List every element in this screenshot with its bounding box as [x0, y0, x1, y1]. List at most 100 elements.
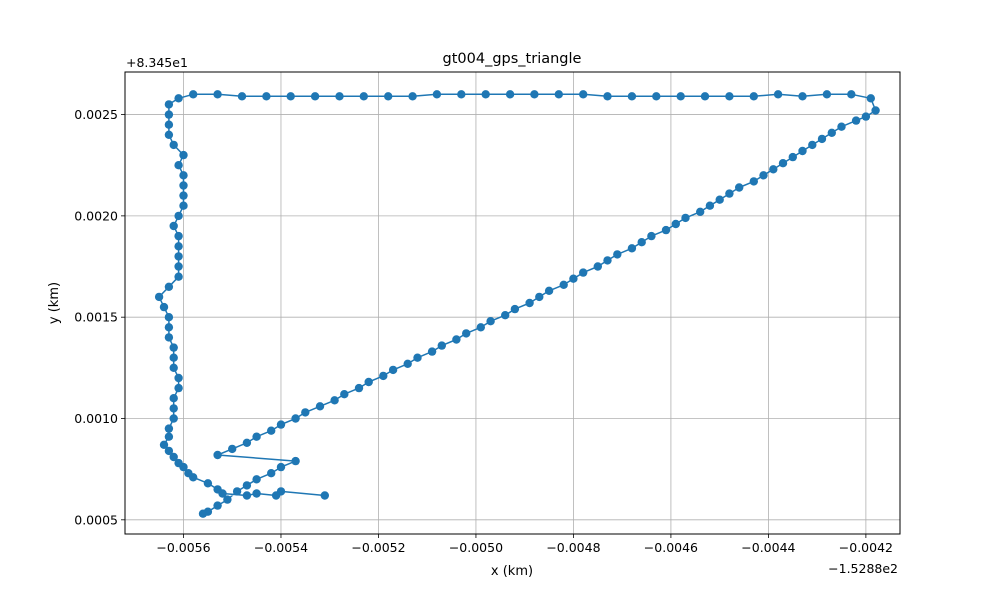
- data-point: [267, 426, 276, 435]
- data-point: [554, 90, 563, 99]
- data-point: [798, 146, 807, 156]
- data-point: [476, 323, 485, 332]
- data-point: [871, 106, 880, 115]
- data-point: [179, 171, 188, 180]
- data-point: [384, 92, 393, 101]
- data-point: [203, 479, 213, 488]
- y-axis-label: y (km): [47, 282, 62, 324]
- x-tick-label: −0.0042: [839, 540, 893, 555]
- data-point: [798, 92, 807, 101]
- data-point: [291, 414, 300, 423]
- x-tick-label: −0.0044: [741, 540, 795, 555]
- data-point: [735, 183, 744, 192]
- data-point: [154, 292, 164, 302]
- data-point: [276, 462, 286, 472]
- data-point: [676, 92, 685, 101]
- data-point: [579, 268, 588, 277]
- x-tick-label: −0.0054: [254, 540, 308, 555]
- data-point: [164, 100, 174, 109]
- data-point: [164, 110, 174, 119]
- data-point: [271, 491, 281, 500]
- data-point: [579, 90, 588, 99]
- plot-frame: [124, 71, 901, 535]
- data-point: [164, 333, 174, 342]
- data-point: [637, 238, 646, 247]
- data-point: [330, 396, 339, 405]
- data-point: [359, 92, 368, 101]
- data-point: [510, 304, 520, 314]
- data-point: [569, 274, 578, 283]
- x-axis: −0.0056 −0.0054 −0.0052 −0.0050 −0.0048 −0.00…: [156, 534, 893, 555]
- data-point: [340, 390, 349, 399]
- data-point: [252, 489, 261, 498]
- data-point: [530, 90, 539, 99]
- chart-title: gt004_gps_triangle: [443, 51, 582, 67]
- data-point: [315, 402, 325, 411]
- data-point: [696, 207, 705, 216]
- data-point: [242, 438, 252, 447]
- data-point: [851, 116, 861, 125]
- y-axis-offset-label: +8.345e1: [126, 55, 188, 70]
- data-point: [457, 90, 466, 99]
- data-point: [164, 282, 174, 291]
- data-point: [403, 359, 412, 368]
- data-point: [808, 140, 817, 150]
- data-point: [213, 501, 222, 510]
- data-point: [705, 201, 715, 210]
- data-point: [213, 450, 222, 460]
- data-point: [164, 432, 174, 441]
- data-point: [535, 292, 544, 302]
- data-point: [169, 343, 178, 352]
- data-point: [213, 90, 222, 99]
- data-point: [364, 377, 373, 387]
- data-point: [198, 509, 208, 518]
- data-point: [174, 383, 183, 393]
- data-point: [174, 458, 183, 468]
- data-point: [827, 128, 836, 137]
- data-point: [242, 481, 252, 490]
- data-point: [817, 134, 827, 144]
- data-point: [179, 191, 188, 200]
- data-point: [671, 219, 680, 229]
- data-point: [164, 424, 174, 433]
- data-point: [525, 298, 534, 308]
- data-point: [242, 491, 252, 500]
- data-point: [169, 414, 178, 423]
- data-point: [837, 122, 846, 131]
- data-point: [164, 313, 174, 322]
- data-point: [169, 140, 178, 150]
- data-point: [452, 335, 461, 344]
- data-point: [164, 130, 174, 139]
- data-point: [164, 120, 174, 129]
- data-point: [408, 92, 417, 101]
- y-axis: 0.0005 0.0010 0.0015 0.0020 0.0025: [74, 107, 125, 527]
- x-axis-offset-label: −1.5288e2: [828, 561, 898, 576]
- data-point: [715, 195, 724, 204]
- y-tick-label: 0.0005: [74, 512, 118, 527]
- data-point: [486, 317, 495, 326]
- data-point: [276, 420, 286, 429]
- data-point: [179, 150, 188, 160]
- data-point: [301, 408, 310, 417]
- data-point: [159, 440, 169, 449]
- data-point: [627, 92, 637, 101]
- data-point: [252, 432, 261, 441]
- data-point: [627, 244, 637, 253]
- data-point: [335, 92, 344, 101]
- data-point: [544, 286, 554, 295]
- data-point: [169, 404, 178, 413]
- data-point: [603, 92, 612, 101]
- data-point: [286, 92, 295, 101]
- data-point: [169, 221, 178, 231]
- data-point: [174, 161, 183, 170]
- data-point: [505, 90, 515, 99]
- data-point: [613, 250, 622, 259]
- data-point: [847, 90, 856, 99]
- y-tick-label: 0.0020: [74, 208, 118, 223]
- data-point: [759, 171, 768, 180]
- data-point: [267, 469, 276, 478]
- data-point: [866, 94, 875, 103]
- data-point: [379, 371, 388, 381]
- data-point: [169, 353, 178, 362]
- data-point: [174, 94, 183, 103]
